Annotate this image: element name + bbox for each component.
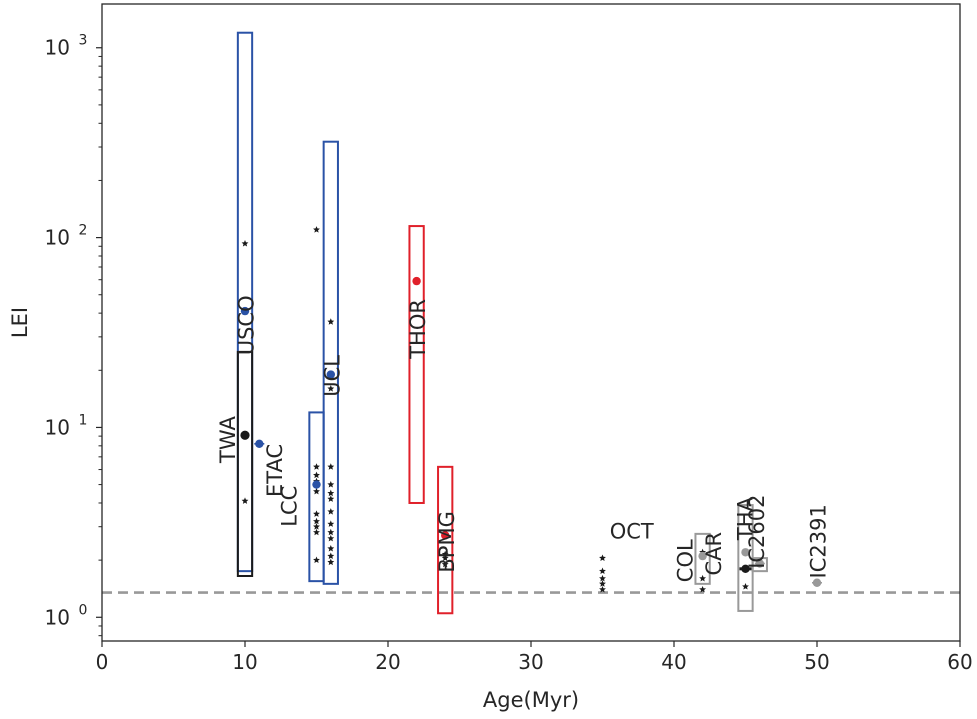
mean-points — [240, 276, 822, 587]
x-tick-label: 0 — [96, 650, 109, 674]
member-star — [313, 487, 320, 495]
x-axis-label: Age(Myr) — [483, 688, 579, 712]
plot-frame — [101, 3, 961, 642]
y-tick-exponent: 1 — [79, 412, 88, 428]
member-star — [327, 545, 335, 552]
x-tick-label: 60 — [947, 650, 972, 674]
member-star — [313, 471, 320, 479]
member-star — [699, 585, 707, 593]
member-star — [327, 508, 335, 515]
y-axis: 10 0 10 1 10 2 10 3 — [45, 33, 102, 637]
member-star — [327, 534, 335, 542]
member-star — [327, 480, 335, 488]
group-label-ic2602: IC2602 — [745, 494, 769, 568]
mean-point-lcc — [312, 480, 321, 489]
range-box-ic2602 — [751, 557, 768, 573]
mean-point-usco — [240, 306, 250, 316]
range-box-bpmg — [437, 465, 454, 615]
member-star — [327, 558, 335, 566]
group-label-col: COL — [674, 539, 698, 582]
member-star — [241, 239, 249, 247]
member-star — [441, 554, 449, 562]
member-star — [742, 583, 749, 590]
member-star — [313, 510, 320, 517]
y-tick-exponent: 3 — [79, 33, 88, 49]
member-star — [327, 489, 335, 497]
member-star — [313, 226, 320, 233]
range-box-ucl — [322, 140, 339, 585]
y-tick-label: 10 — [45, 605, 70, 629]
range-box-usco — [236, 31, 254, 573]
member-star — [327, 495, 335, 502]
mean-point-bpmg — [441, 531, 450, 540]
group-label-twa: TWA — [216, 416, 240, 464]
member-star — [327, 552, 335, 560]
member-points — [241, 226, 749, 593]
group-label-etac: ETAC — [263, 444, 287, 497]
group-label-thor: THOR — [406, 299, 430, 360]
y-tick-exponent: 0 — [79, 602, 88, 618]
member-star — [327, 318, 335, 325]
mean-point-thor — [412, 276, 421, 286]
y-tick-label: 10 — [45, 415, 70, 439]
member-star — [599, 585, 606, 593]
member-star — [441, 550, 449, 558]
x-axis: 0 10 20 30 40 50 60 — [96, 641, 973, 674]
member-star — [313, 463, 320, 470]
member-star — [327, 520, 335, 527]
range-box-lcc — [308, 411, 325, 583]
range-box-col — [694, 532, 711, 585]
member-star — [599, 567, 606, 575]
group-boxes — [236, 31, 768, 615]
group-label-bpmg: BPMG — [435, 511, 459, 572]
x-tick-label: 40 — [661, 650, 686, 674]
member-star — [441, 560, 449, 568]
group-label-ucl: UCL — [320, 355, 344, 397]
group-label-tha: THA — [734, 496, 758, 541]
member-star — [327, 528, 335, 536]
mean-point-col — [698, 551, 707, 561]
group-label-usco: USCO — [235, 295, 259, 355]
x-tick-label: 30 — [518, 650, 543, 674]
y-tick-label: 10 — [45, 226, 70, 250]
group-label-ic2391: IC2391 — [807, 504, 831, 578]
member-star — [327, 463, 335, 470]
mean-point-twa — [240, 430, 250, 440]
y-axis-label: LEI — [8, 307, 32, 338]
member-star — [699, 574, 707, 582]
member-star — [599, 580, 606, 587]
mean-point-tha — [741, 548, 750, 557]
x-tick-label: 50 — [804, 650, 829, 674]
member-star — [313, 556, 320, 564]
y-tick-label: 10 — [45, 36, 70, 60]
member-star — [313, 517, 320, 525]
group-label-lcc: LCC — [278, 486, 302, 527]
y-tick-exponent: 2 — [79, 223, 88, 239]
x-tick-label: 10 — [232, 650, 257, 674]
range-box-twa — [236, 350, 254, 577]
member-star — [599, 554, 606, 562]
member-star — [327, 385, 335, 392]
member-star — [241, 497, 249, 504]
member-star — [313, 528, 320, 536]
mean-point-ucl — [326, 370, 335, 379]
range-box-thor — [408, 225, 425, 504]
member-star — [599, 574, 606, 582]
x-tick-label: 20 — [375, 650, 400, 674]
group-label-oct: OCT — [610, 520, 654, 544]
group-label-car: CAR — [702, 532, 726, 576]
member-star — [313, 523, 320, 530]
